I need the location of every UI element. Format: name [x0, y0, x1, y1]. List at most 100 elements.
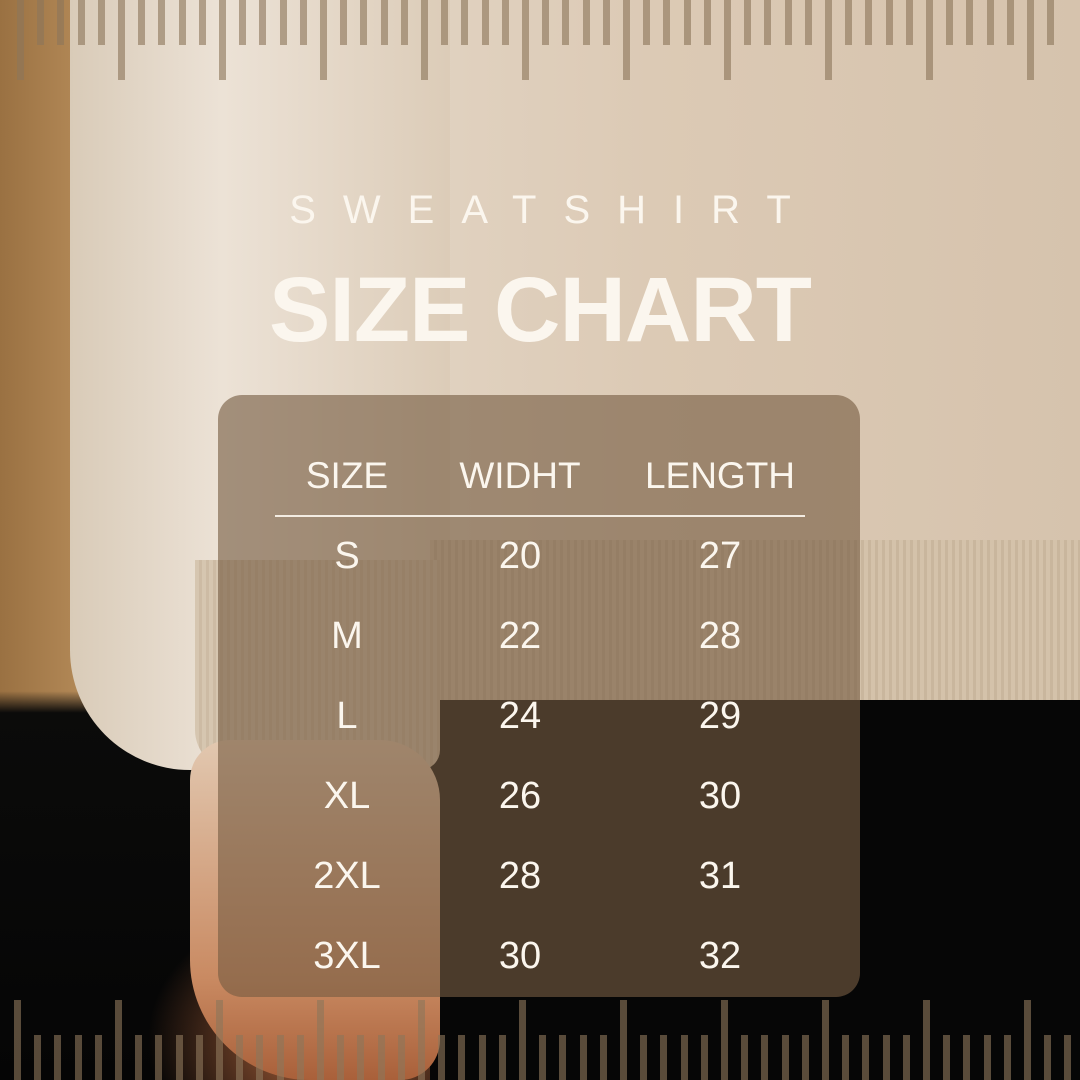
ruler-tick — [862, 1035, 870, 1080]
ruler-tick — [57, 0, 65, 45]
ruler-tick — [801, 1035, 809, 1080]
cell-width: 22 — [498, 615, 542, 657]
ruler-tick — [582, 0, 590, 45]
ruler-tick — [276, 1035, 284, 1080]
cell-size: XL — [323, 775, 371, 817]
ruler-tick — [74, 1035, 82, 1080]
ruler-tick — [14, 1000, 21, 1080]
ruler-tick — [400, 0, 408, 45]
ruler-tick — [703, 0, 711, 45]
subtitle: SWEATSHIRT — [289, 188, 818, 232]
ruler-tick — [155, 1035, 163, 1080]
ruler-tick — [721, 1000, 728, 1080]
cell-width: 20 — [498, 535, 542, 577]
ruler-tick — [865, 0, 873, 45]
ruler-tick — [296, 1035, 304, 1080]
cell-length: 27 — [698, 535, 742, 577]
ruler-tick — [337, 1035, 345, 1080]
column-header-size: SIZE — [305, 455, 389, 496]
ruler-tick — [138, 0, 146, 45]
ruler-tick — [522, 0, 529, 80]
ruler-tick — [784, 0, 792, 45]
ruler-tick — [559, 1035, 567, 1080]
ruler-tick — [562, 0, 570, 45]
cell-size: 3XL — [313, 935, 381, 977]
ruler-tick — [34, 1035, 42, 1080]
ruler-tick — [481, 0, 489, 45]
ruler-tick — [458, 1035, 466, 1080]
cell-length: 28 — [698, 615, 742, 657]
ruler-tick — [501, 0, 509, 45]
ruler-tick — [602, 0, 610, 45]
ruler-tick — [377, 1035, 385, 1080]
ruler-tick — [317, 1000, 324, 1080]
ruler-tick — [683, 0, 691, 45]
ruler-tick — [438, 1035, 446, 1080]
ruler-tick — [380, 0, 388, 45]
ruler-tick — [620, 1000, 627, 1080]
ruler-tick — [135, 1035, 143, 1080]
ruler-tick — [441, 0, 449, 45]
ruler-tick — [239, 0, 247, 45]
ruler-tick — [17, 0, 24, 80]
ruler-tick — [963, 1035, 971, 1080]
ruler-tick — [680, 1035, 688, 1080]
ruler-tick — [37, 0, 45, 45]
ruler-tick — [216, 1000, 223, 1080]
ruler-tick — [700, 1035, 708, 1080]
ruler-tick — [579, 1035, 587, 1080]
ruler-tick — [1044, 1035, 1052, 1080]
ruler-tick — [259, 0, 267, 45]
ruler-tick — [599, 1035, 607, 1080]
ruler-tick — [236, 1035, 244, 1080]
ruler-tick — [764, 0, 772, 45]
ruler-tick — [1024, 1000, 1031, 1080]
cell-size: L — [336, 695, 358, 737]
ruler-tick — [421, 0, 428, 80]
ruler-tick — [885, 0, 893, 45]
ruler-tick — [781, 1035, 789, 1080]
ruler-tick — [175, 1035, 183, 1080]
cell-size: M — [331, 615, 363, 657]
ruler-tick — [643, 0, 651, 45]
ruler-tick — [1047, 0, 1055, 45]
cell-length: 30 — [698, 775, 742, 817]
ruler-tick — [299, 0, 307, 45]
cell-length: 31 — [698, 855, 742, 897]
ruler-tick — [640, 1035, 648, 1080]
ruler-tick — [905, 0, 913, 45]
ruler-tick — [219, 0, 226, 80]
cell-width: 30 — [498, 935, 542, 977]
ruler-top-decoration — [0, 0, 1080, 90]
ruler-tick — [158, 0, 166, 45]
cell-width: 26 — [498, 775, 542, 817]
ruler-tick — [478, 1035, 486, 1080]
ruler-tick — [983, 1035, 991, 1080]
ruler-tick — [663, 0, 671, 45]
ruler-tick — [198, 0, 206, 45]
ruler-tick — [115, 1000, 122, 1080]
ruler-tick — [845, 0, 853, 45]
ruler-tick — [542, 0, 550, 45]
ruler-tick — [256, 1035, 264, 1080]
cell-length: 29 — [698, 695, 742, 737]
column-header-length: LENGTH — [644, 455, 796, 496]
ruler-tick — [54, 1035, 62, 1080]
ruler-tick — [1003, 1035, 1011, 1080]
ruler-tick — [519, 1000, 526, 1080]
cell-length: 32 — [698, 935, 742, 977]
ruler-tick — [418, 1000, 425, 1080]
ruler-tick — [360, 0, 368, 45]
cell-size: S — [334, 535, 360, 577]
ruler-tick — [97, 0, 105, 45]
cell-width: 28 — [498, 855, 542, 897]
ruler-tick — [986, 0, 994, 45]
ruler-tick — [804, 0, 812, 45]
ruler-tick — [761, 1035, 769, 1080]
ruler-tick — [340, 0, 348, 45]
cell-width: 24 — [498, 695, 542, 737]
ruler-tick — [926, 0, 933, 80]
ruler-tick — [724, 0, 731, 80]
column-header-width: WIDHT — [459, 455, 581, 496]
cell-size: 2XL — [313, 855, 381, 897]
